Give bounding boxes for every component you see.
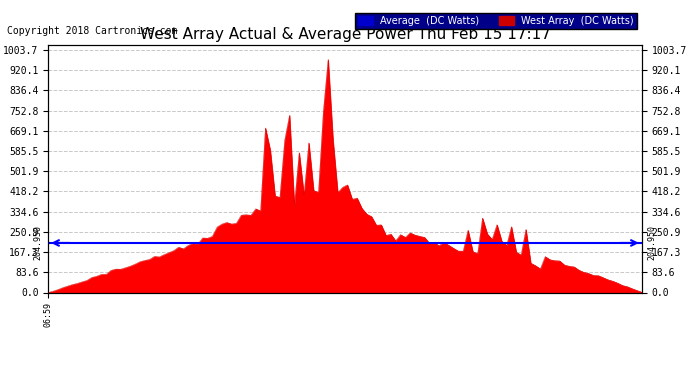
Title: West Array Actual & Average Power Thu Feb 15 17:17: West Array Actual & Average Power Thu Fe… bbox=[139, 27, 551, 42]
Legend: Average  (DC Watts), West Array  (DC Watts): Average (DC Watts), West Array (DC Watts… bbox=[355, 13, 637, 28]
Text: 204.950: 204.950 bbox=[648, 225, 657, 261]
Text: 204.950: 204.950 bbox=[33, 225, 42, 261]
Text: Copyright 2018 Cartronics.com: Copyright 2018 Cartronics.com bbox=[7, 26, 177, 36]
